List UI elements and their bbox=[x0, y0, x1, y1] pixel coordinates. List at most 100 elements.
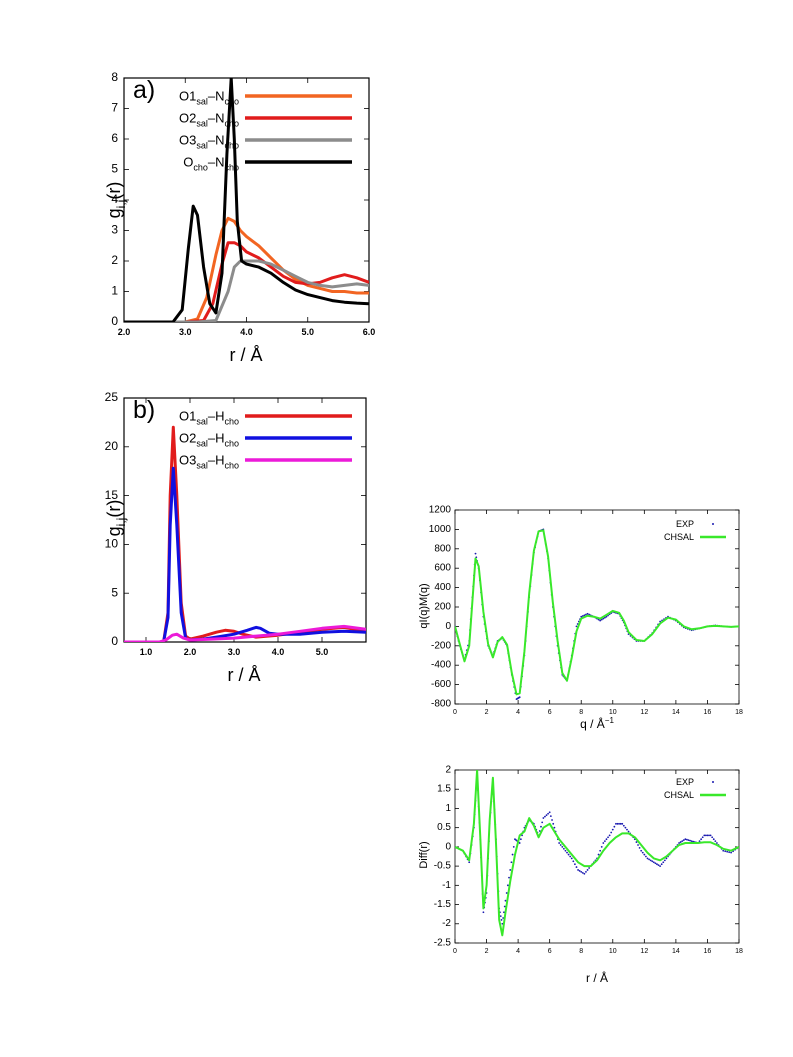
panel-d-data-point bbox=[711, 836, 714, 839]
panel-d-data-point bbox=[619, 822, 622, 825]
panel-d-y-tick-label: 1 bbox=[445, 803, 451, 814]
panel-a-series-line-2 bbox=[124, 259, 369, 322]
panel-d-data-point bbox=[618, 822, 620, 825]
panel-c-data-point bbox=[603, 616, 606, 619]
panel-d-data-point bbox=[562, 847, 565, 850]
panel-a-y-tick-label: 8 bbox=[111, 70, 118, 84]
panel-d-x-tick-label: 4 bbox=[516, 948, 520, 955]
panel-d-data-point bbox=[518, 842, 521, 844]
panel-d-data-point bbox=[586, 869, 589, 871]
panel-d-data-point bbox=[646, 857, 649, 860]
panel-d-legend-label: CHSAL bbox=[664, 790, 694, 800]
panel-d-x-tick-label: 18 bbox=[735, 948, 743, 955]
panel-c-y-tick-label: 400 bbox=[434, 582, 451, 593]
panel-d-data-point bbox=[567, 853, 570, 856]
panel-d-data-point bbox=[627, 830, 630, 833]
panel-c-y-axis-label: qI(q)M(q) bbox=[418, 583, 430, 628]
panel-d-data-point bbox=[511, 853, 514, 856]
panel-c-data-point bbox=[583, 614, 586, 617]
panel-a-series-line-1 bbox=[124, 241, 369, 322]
panel-d-x-tick-label: 6 bbox=[548, 948, 552, 955]
panel-d-y-tick-label: 1.5 bbox=[437, 784, 451, 795]
panel-d-data-point bbox=[690, 840, 693, 843]
panel-d-data-point bbox=[588, 867, 591, 869]
panel-d-data-point bbox=[501, 922, 504, 925]
panel-b-y-tick-label: 25 bbox=[105, 390, 119, 404]
panel-d-y-tick-label: 0 bbox=[445, 841, 451, 852]
panel-d-x-tick-label: 14 bbox=[672, 948, 680, 955]
panel-d-data-point bbox=[724, 850, 727, 853]
panel-c-x-tick-label: 6 bbox=[548, 709, 552, 716]
panel-d-data-point bbox=[544, 815, 546, 818]
panel-b-x-tick-label: 2.0 bbox=[184, 647, 197, 657]
panel-d-data-point bbox=[645, 855, 647, 858]
panel-c-y-tick-label: 200 bbox=[434, 601, 451, 612]
panel-b-x-tick-label: 4.0 bbox=[272, 647, 285, 657]
panel-d-data-point bbox=[621, 822, 624, 825]
panel-d-data-point bbox=[709, 834, 712, 837]
panel-a-x-tick-label: 6.0 bbox=[363, 327, 376, 337]
panel-c-legend-marker bbox=[712, 523, 714, 525]
panel-d-data-point bbox=[651, 860, 654, 863]
panel-c-plot-frame bbox=[454, 509, 740, 705]
panel-d-y-tick-label: -2.5 bbox=[434, 937, 452, 948]
panel-d-data-point bbox=[603, 840, 606, 843]
panel-b: 0 5 10 15 20 25 1.0 2.0 3.0 4.0 5.0 O1sal–Hcho O2sal… bbox=[104, 390, 367, 685]
panel-c-x-tick-label: 8 bbox=[579, 709, 583, 716]
panel-a-y-tick-label: 4 bbox=[111, 192, 118, 206]
panel-d-legend-label: EXP bbox=[676, 777, 694, 787]
panel-c-data-point bbox=[580, 615, 583, 618]
panel-c-data-point bbox=[575, 625, 578, 628]
panel-a-legend-label: O1sal–Ncho bbox=[179, 89, 239, 107]
panel-d-data-point bbox=[503, 905, 506, 908]
panel-d-data-point bbox=[561, 845, 564, 848]
panel-d-data-point bbox=[468, 861, 471, 864]
panel-c-y-tick-label: 0 bbox=[445, 621, 451, 632]
panel-a: 0 1 2 3 4 5 6 7 8 2.0 3.0 4.0 5.0 6.0 O1sal–Ncho O2sal–… bbox=[104, 70, 375, 365]
panel-d-data-point bbox=[541, 821, 544, 824]
panel-d-data-point bbox=[616, 822, 619, 825]
panel-a-legend-label: O3sal–Ncho bbox=[179, 133, 239, 151]
panel-d-data-point bbox=[558, 842, 561, 844]
panel-d-data-point bbox=[610, 831, 613, 834]
panel-a-legend-label: O2sal–Ncho bbox=[179, 111, 239, 129]
panel-d-y-tick-label: -2 bbox=[442, 918, 451, 929]
panel-d-x-tick-label: 2 bbox=[485, 948, 489, 955]
panel-a-x-tick-label: 3.0 bbox=[179, 327, 192, 337]
panel-d-data-point bbox=[635, 841, 638, 843]
panel-d-data-point bbox=[540, 825, 542, 828]
panel-d-data-point bbox=[708, 834, 710, 837]
panel-c-y-tick-label: -200 bbox=[431, 640, 451, 651]
panel-d-data-point bbox=[659, 865, 662, 868]
panel-d-data-point bbox=[559, 844, 562, 846]
panel-b-series-line-2 bbox=[124, 624, 366, 642]
panel-b-label: b) bbox=[133, 396, 155, 424]
panel-d-data-point bbox=[600, 845, 603, 848]
panel-d-data-point bbox=[613, 825, 616, 828]
panel-c-y-tick-label: 800 bbox=[434, 543, 451, 554]
panel-a-y-tick-label: 6 bbox=[111, 131, 118, 145]
panel-d-data-point bbox=[663, 859, 666, 862]
panel-d-data-point bbox=[686, 838, 688, 841]
panel-d-data-point bbox=[698, 840, 701, 843]
panel-d-data-point bbox=[605, 838, 608, 841]
panel-d-data-point bbox=[597, 853, 600, 856]
panel-d-data-point bbox=[499, 915, 502, 917]
panel-b-x-axis-label: r / Å bbox=[227, 665, 260, 685]
panel-d-y-tick-label: -1.5 bbox=[434, 899, 452, 910]
panel-c-x-tick-label: 0 bbox=[453, 709, 457, 716]
panel-d-data-point bbox=[714, 840, 717, 843]
panel-c: -800 -600 -400 -200 0 200 400 600 800 1000 1200 0 2 4… bbox=[418, 504, 743, 731]
panel-d-data-point bbox=[551, 819, 553, 821]
panel-d-data-point bbox=[703, 834, 706, 837]
panel-d-data-point bbox=[706, 834, 709, 837]
panel-d-data-point bbox=[637, 844, 639, 846]
panel-d-data-point bbox=[581, 871, 584, 874]
panel-c-y-tick-label: -600 bbox=[431, 679, 451, 690]
panel-d-data-point bbox=[689, 839, 691, 842]
panel-d-data-point bbox=[611, 828, 614, 831]
panel-c-data-point bbox=[600, 618, 603, 621]
panel-b-y-tick-label: 10 bbox=[105, 537, 119, 551]
panel-d-data-point bbox=[510, 861, 513, 864]
